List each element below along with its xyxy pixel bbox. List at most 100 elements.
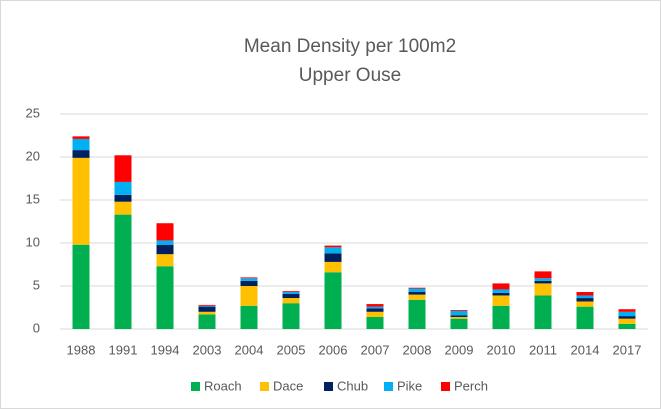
x-tick-label: 2007: [361, 342, 390, 357]
bar-segment: [198, 311, 216, 315]
bar-segment: [72, 138, 90, 151]
x-tick-label: 2006: [319, 342, 348, 357]
legend-swatch: [384, 382, 393, 391]
legend-label: Dace: [273, 378, 303, 393]
y-tick-label: 15: [26, 191, 40, 206]
bar-segment: [534, 271, 552, 279]
bar-segment: [72, 150, 90, 158]
bar-segment: [450, 316, 468, 319]
bar-segment: [198, 306, 216, 312]
bar-segment: [240, 278, 258, 281]
bar-segment: [534, 280, 552, 284]
legend-swatch: [324, 382, 333, 391]
bar-segment: [240, 277, 258, 279]
bar-segment: [72, 244, 90, 329]
legend-swatch: [441, 382, 450, 391]
bar-segment: [72, 136, 90, 139]
legend-label: Perch: [454, 378, 488, 393]
x-tick-label: 2009: [445, 342, 474, 357]
bar-segment: [156, 223, 174, 241]
bar-segment: [576, 295, 594, 299]
bar-segment: [450, 310, 468, 316]
chart-title: Mean Density per 100m2: [244, 36, 456, 57]
x-tick-label: 1988: [67, 342, 96, 357]
legend-label: Pike: [397, 378, 422, 393]
bar-segment: [366, 311, 384, 317]
bar-segment: [282, 303, 300, 329]
x-tick-label: 2010: [487, 342, 516, 357]
x-tick-label: 2004: [235, 342, 264, 357]
bar-segment: [324, 261, 342, 273]
y-tick-label: 0: [33, 320, 40, 335]
bar-segment: [198, 305, 216, 307]
x-tick-label: 2003: [193, 342, 222, 357]
y-tick-label: 20: [26, 148, 40, 163]
y-tick-label: 25: [26, 105, 40, 120]
bar-segment: [618, 311, 636, 317]
x-tick-label: 2008: [403, 342, 432, 357]
bar-segment: [282, 298, 300, 304]
x-tick-label: 1991: [109, 342, 138, 357]
bar-segment: [492, 283, 510, 290]
bar-segment: [618, 318, 636, 324]
bar-segment: [114, 181, 132, 195]
bar-segment: [450, 318, 468, 329]
bar-segment: [534, 283, 552, 296]
bar-segment: [618, 309, 636, 312]
x-tick-label: 2014: [571, 342, 600, 357]
bar-segment: [408, 288, 426, 293]
bar-segment: [114, 201, 132, 215]
bar-segment: [324, 245, 342, 248]
bar-segment: [408, 292, 426, 295]
bar-segment: [576, 298, 594, 302]
bar-segment: [156, 244, 174, 255]
bar-segment: [576, 306, 594, 329]
legend-label: Chub: [337, 378, 368, 393]
bar-segment: [366, 316, 384, 329]
bar-segment: [366, 306, 384, 309]
x-tick-label: 2011: [529, 342, 557, 357]
bar-segment: [114, 194, 132, 202]
bar-segment: [576, 292, 594, 296]
bar-segment: [282, 292, 300, 294]
bar-segment: [282, 293, 300, 299]
bar-segment: [198, 304, 216, 306]
bar-segment: [156, 254, 174, 267]
legend-swatch: [191, 382, 200, 391]
bar-segment: [366, 304, 384, 307]
bar-segment: [492, 292, 510, 296]
bar-segment: [408, 287, 426, 289]
y-tick-label: 5: [33, 277, 40, 292]
bar-segment: [324, 272, 342, 329]
bar-segment: [576, 301, 594, 307]
bar-segment: [156, 240, 174, 245]
bar-segment: [114, 214, 132, 329]
bar-segment: [492, 295, 510, 306]
bar-segment: [408, 299, 426, 329]
bar-segment: [408, 294, 426, 300]
bar-segment: [324, 253, 342, 262]
x-tick-label: 2005: [277, 342, 306, 357]
legend-swatch: [260, 382, 269, 391]
bar-segment: [618, 316, 636, 319]
bar-segment: [240, 305, 258, 329]
chart-subtitle: Upper Ouse: [299, 65, 401, 86]
bar-segment: [450, 310, 468, 311]
bar-segment: [450, 315, 468, 317]
bar-segment: [72, 157, 90, 245]
bar-segment: [156, 266, 174, 329]
bar-segment: [198, 314, 216, 329]
bar-segment: [114, 155, 132, 182]
y-tick-label: 10: [26, 234, 40, 249]
bar-segment: [492, 305, 510, 329]
bar-segment: [366, 308, 384, 312]
x-tick-label: 2017: [613, 342, 642, 357]
bar-segment: [240, 286, 258, 306]
bar-segment: [618, 323, 636, 329]
bar-segment: [534, 278, 552, 281]
legend-label: Roach: [204, 378, 242, 393]
bar-segment: [240, 280, 258, 286]
bar-segment: [324, 247, 342, 254]
